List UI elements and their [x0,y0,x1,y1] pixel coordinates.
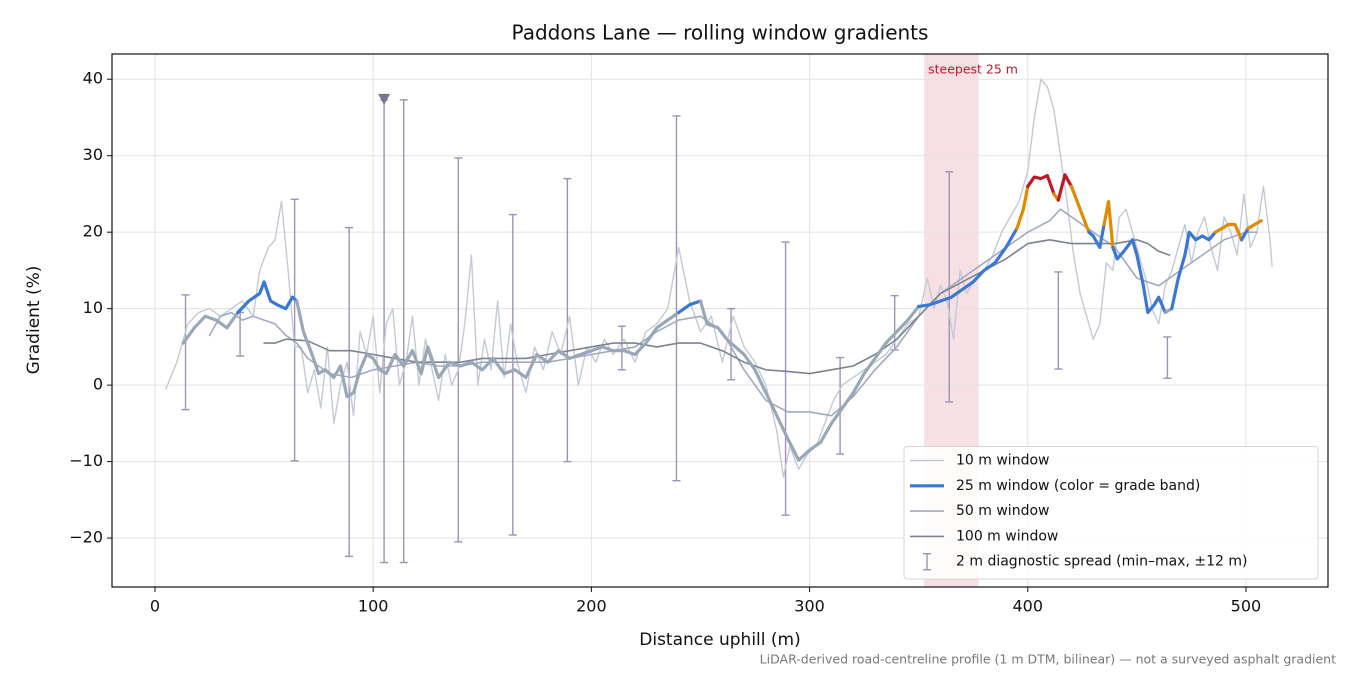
x-tick-label: 400 [1012,597,1043,616]
series-line-segment [1056,173,1073,202]
y-tick-label: −10 [69,451,103,470]
y-tick-label: 10 [83,298,103,317]
spread-bar [1054,271,1063,370]
y-tick-label: 40 [83,69,103,88]
series-line-segment [1170,230,1217,311]
series-line-segment [236,280,299,315]
series-line-segment [1246,219,1263,230]
y-tick-label: 0 [93,375,103,394]
series-line-segment [1213,222,1244,242]
highlight-label: steepest 25 m [928,62,1018,77]
footnote: LiDAR-derived road-centreline profile (1… [760,652,1336,667]
spread-bar [290,198,299,462]
plot-frame [111,53,1329,588]
spread-bar [508,213,517,536]
x-tick-label: 300 [794,597,825,616]
y-tick-label: −20 [69,528,103,547]
series-line-segment [1026,174,1056,196]
series-line [208,208,1258,417]
series-line-segment [1087,222,1106,250]
series-line-segment [295,299,681,399]
series-line [263,239,1171,375]
spread-bar [563,177,572,463]
legend-label: 100 m window [956,528,1058,544]
spread-bar [378,93,391,564]
legend-label: 25 m window (color = grade band) [956,478,1200,494]
x-axis-label: Distance uphill (m) [639,630,800,650]
spread-bar [345,226,354,558]
spread-bar [181,294,190,411]
x-tick-label: 100 [358,597,389,616]
series-line [165,78,1273,478]
spread-bar [1163,336,1172,379]
spread-bar [399,99,408,564]
y-axis-label: Gradient (%) [24,266,44,375]
legend-box [903,446,1319,580]
spread-bar [836,356,845,455]
series-line-segment [1102,200,1115,250]
y-tick-label: 20 [83,222,103,241]
x-tick-label: 200 [576,597,607,616]
series-line-segment [1111,238,1167,315]
x-tick-label: 0 [150,597,160,616]
series-line-segment [1015,184,1030,230]
series-line-segment [181,310,240,345]
spread-max-marker [378,93,391,105]
legend-label: 10 m window [956,453,1049,469]
legend: 10 m window 25 m window (color = grade ba… [903,446,1319,580]
spread-bar [672,115,681,482]
y-tick-label: 30 [83,145,103,164]
series-line-segment [698,299,921,462]
spread-bar [617,325,626,371]
series-line-segment [1069,184,1091,234]
chart-title: Paddons Lane — rolling window gradients [512,21,929,45]
series-line-segment [917,226,1019,308]
series-line-segment [1240,226,1250,242]
legend-label: 50 m window [956,503,1049,519]
x-tick-label: 500 [1231,597,1262,616]
spread-bar [454,157,463,543]
legend-label: 2 m diagnostic spread (min–max, ±12 m) [956,554,1247,570]
series-line-segment [677,299,703,315]
